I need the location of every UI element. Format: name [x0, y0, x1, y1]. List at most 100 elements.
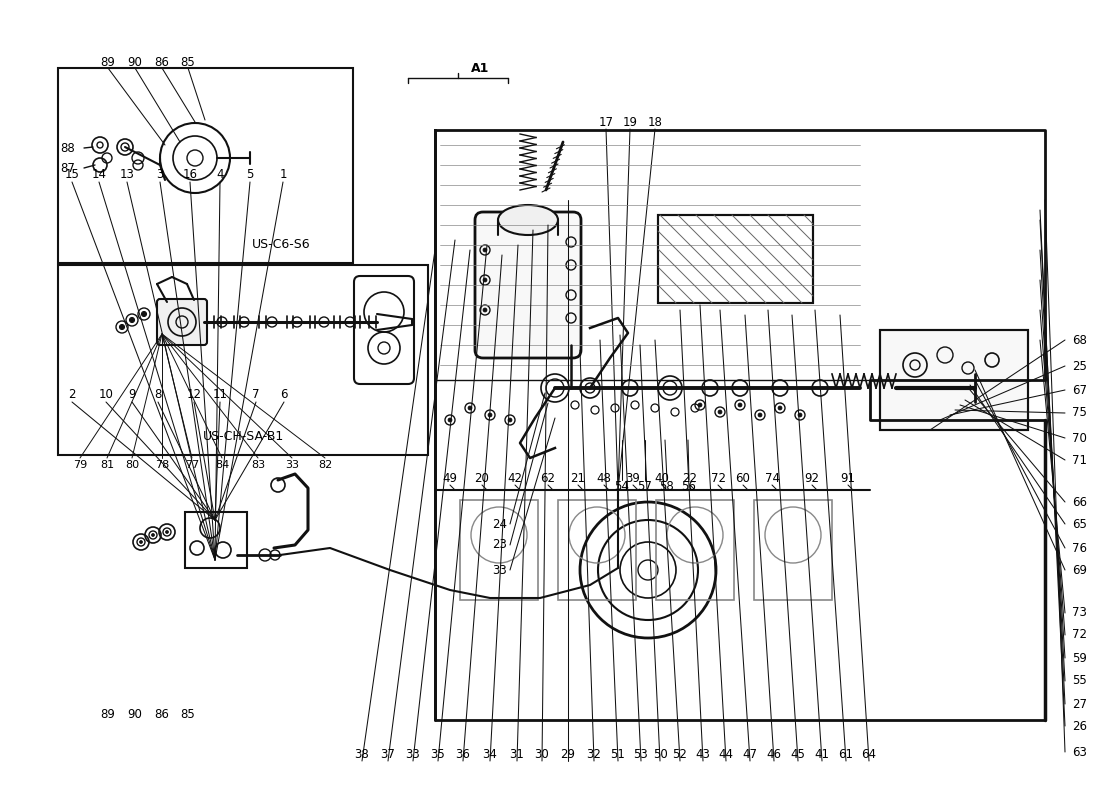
Text: 1: 1	[279, 169, 287, 182]
Text: 52: 52	[672, 749, 688, 762]
Text: 46: 46	[767, 749, 781, 762]
Text: 5: 5	[246, 169, 254, 182]
Text: 59: 59	[1072, 651, 1087, 665]
Text: US-CH-SA-B1: US-CH-SA-B1	[202, 430, 284, 443]
Ellipse shape	[498, 205, 558, 235]
Text: 57: 57	[638, 481, 652, 494]
Text: 36: 36	[455, 749, 471, 762]
Circle shape	[142, 311, 146, 317]
Text: 65: 65	[1072, 518, 1087, 530]
Text: 26: 26	[1072, 719, 1087, 733]
Text: 66: 66	[1072, 495, 1087, 509]
Text: 4: 4	[217, 169, 223, 182]
Text: 43: 43	[695, 749, 711, 762]
Text: 81: 81	[100, 460, 114, 470]
Bar	[880, 330, 1028, 430]
Text: 91: 91	[840, 471, 856, 485]
Circle shape	[448, 418, 452, 422]
Text: 45: 45	[791, 749, 805, 762]
Bar	[558, 500, 636, 600]
Text: 51: 51	[610, 749, 626, 762]
Bar	[658, 215, 813, 303]
Text: 44: 44	[718, 749, 734, 762]
Text: 53: 53	[634, 749, 648, 762]
Bar	[58, 68, 353, 263]
Text: 82: 82	[318, 460, 332, 470]
Text: 9: 9	[129, 389, 135, 402]
Text: 18: 18	[648, 115, 662, 129]
Text: 10: 10	[99, 389, 113, 402]
Text: 33: 33	[493, 563, 507, 577]
Text: 32: 32	[586, 749, 602, 762]
Text: 8: 8	[154, 389, 162, 402]
Circle shape	[483, 278, 487, 282]
Text: 19: 19	[623, 115, 638, 129]
Text: 90: 90	[128, 55, 142, 69]
Text: 75: 75	[1072, 406, 1087, 419]
Text: 37: 37	[381, 749, 395, 762]
Text: 7: 7	[252, 389, 260, 402]
Text: 68: 68	[1072, 334, 1087, 346]
Text: 86: 86	[155, 55, 169, 69]
Text: 49: 49	[442, 471, 458, 485]
Text: 38: 38	[354, 749, 370, 762]
Text: 83: 83	[251, 460, 265, 470]
Text: 63: 63	[1072, 746, 1087, 758]
Text: 85: 85	[180, 55, 196, 69]
Text: 30: 30	[535, 749, 549, 762]
Text: 60: 60	[736, 471, 750, 485]
Bar	[754, 500, 832, 600]
Text: 34: 34	[483, 749, 497, 762]
Text: 85: 85	[180, 707, 196, 721]
Text: 62: 62	[540, 471, 556, 485]
Text: US-C6-S6: US-C6-S6	[252, 238, 310, 251]
Text: 56: 56	[682, 481, 696, 494]
Circle shape	[165, 530, 168, 534]
Text: 50: 50	[652, 749, 668, 762]
Text: 47: 47	[742, 749, 758, 762]
Text: 42: 42	[507, 471, 522, 485]
Text: 54: 54	[615, 481, 629, 494]
Text: 20: 20	[474, 471, 490, 485]
Text: 21: 21	[571, 471, 585, 485]
Circle shape	[130, 318, 134, 322]
Bar	[460, 500, 538, 600]
Text: 6: 6	[280, 389, 288, 402]
Text: 22: 22	[682, 471, 697, 485]
Text: 12: 12	[187, 389, 201, 402]
Text: 79: 79	[73, 460, 87, 470]
Circle shape	[468, 406, 472, 410]
Circle shape	[483, 248, 487, 252]
Text: 73: 73	[1072, 606, 1087, 619]
Text: 89: 89	[100, 707, 116, 721]
Circle shape	[140, 541, 143, 543]
Text: 17: 17	[598, 115, 614, 129]
Circle shape	[152, 534, 154, 537]
Bar	[58, 265, 428, 455]
Circle shape	[488, 413, 492, 417]
Text: 13: 13	[120, 169, 134, 182]
Circle shape	[508, 418, 512, 422]
Text: 33: 33	[406, 749, 420, 762]
Circle shape	[778, 406, 782, 410]
Text: 80: 80	[125, 460, 139, 470]
Text: 2: 2	[68, 389, 76, 402]
Bar	[658, 215, 813, 303]
Text: 76: 76	[1072, 542, 1087, 554]
Circle shape	[698, 403, 702, 407]
Circle shape	[120, 325, 124, 330]
FancyBboxPatch shape	[157, 299, 207, 345]
Text: 64: 64	[861, 749, 877, 762]
Text: 31: 31	[509, 749, 525, 762]
Text: 16: 16	[183, 169, 198, 182]
Text: 72: 72	[711, 471, 726, 485]
Text: A1: A1	[471, 62, 490, 74]
Text: 11: 11	[212, 389, 228, 402]
Text: 69: 69	[1072, 563, 1087, 577]
Text: 70: 70	[1072, 431, 1087, 445]
Text: 3: 3	[156, 169, 164, 182]
Text: 86: 86	[155, 707, 169, 721]
Text: 67: 67	[1072, 383, 1087, 397]
Text: 74: 74	[764, 471, 780, 485]
Text: 78: 78	[155, 460, 169, 470]
